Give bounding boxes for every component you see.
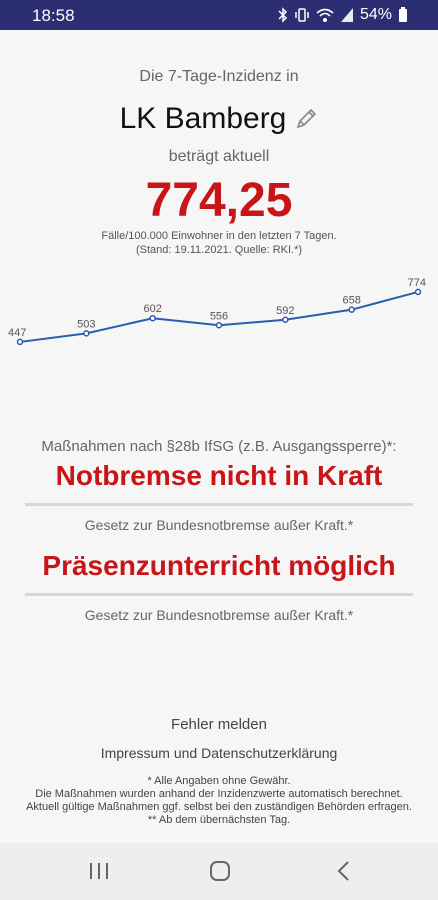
status-icons: 54% xyxy=(278,6,408,24)
school-status: Präsenzunterricht möglich xyxy=(42,550,396,581)
battery-percent: 54% xyxy=(359,6,392,23)
data-point xyxy=(149,314,156,322)
status-time: 18:58 xyxy=(32,6,75,25)
data-label: 658 xyxy=(342,295,360,307)
data-point xyxy=(414,288,422,296)
data-point xyxy=(83,330,90,337)
data-label: 447 xyxy=(8,327,26,339)
data-label: 503 xyxy=(77,318,95,330)
wifi-icon xyxy=(316,8,334,22)
data-label: 556 xyxy=(210,310,228,322)
back-icon[interactable] xyxy=(333,858,355,884)
pencil-icon[interactable] xyxy=(294,107,318,131)
report-error-link[interactable]: Fehler melden xyxy=(171,716,267,733)
data-label: 774 xyxy=(408,277,426,289)
data-point xyxy=(282,316,289,324)
measures-label: Maßnahmen nach §28b IfSG (z.B. Ausgangss… xyxy=(41,438,397,455)
imprint-link[interactable]: Impressum und Datenschutzerklärung xyxy=(100,745,338,761)
district-name[interactable]: LK Bamberg xyxy=(119,102,287,135)
law-note-1: Gesetz zur Bundesnotbremse außer Kraft.* xyxy=(84,517,354,533)
law-note-2: Gesetz zur Bundesnotbremse außer Kraft.* xyxy=(84,607,354,623)
data-point xyxy=(215,322,223,329)
incidence-value: 774,25 xyxy=(145,174,293,227)
divider xyxy=(25,503,413,506)
notbremse-status: Notbremse nicht in Kraft xyxy=(55,460,383,491)
footnote: Aktuell gültige Maßnahmen ggf. selbst be… xyxy=(26,801,412,813)
divider xyxy=(25,593,413,596)
incidence-chart: 447 503 602 556 592 658 774 xyxy=(8,277,426,346)
recent-apps-icon[interactable] xyxy=(88,858,110,884)
district-selector[interactable]: LK Bamberg xyxy=(0,102,438,136)
main-content: Die 7-Tage-Inzidenz in LK Bamberg beträg… xyxy=(0,30,438,843)
footnote: ** Ab dem übernächsten Tag. xyxy=(147,814,291,826)
incidence-unit: Fälle/100.000 Einwohner in den letzten 7… xyxy=(101,230,337,242)
footnote: Die Maßnahmen wurden anhand der Inzidenz… xyxy=(35,788,403,800)
battery-icon xyxy=(399,7,407,22)
home-icon[interactable] xyxy=(209,858,231,884)
data-label: 592 xyxy=(276,305,294,317)
data-point xyxy=(348,306,355,313)
footnote: * Alle Angaben ohne Gewähr. xyxy=(147,775,291,787)
intro-text: Die 7-Tage-Inzidenz in xyxy=(139,68,299,85)
data-label: 602 xyxy=(143,303,161,315)
incidence-source: (Stand: 19.11.2021. Quelle: RKI.*) xyxy=(135,244,303,256)
navigation-bar xyxy=(0,843,438,900)
signal-icon xyxy=(340,8,353,22)
currently-text: beträgt aktuell xyxy=(168,148,270,165)
bluetooth-icon xyxy=(278,7,288,23)
vibrate-icon xyxy=(295,8,309,22)
data-point xyxy=(16,338,24,346)
status-bar: 18:58 54% xyxy=(0,0,438,30)
